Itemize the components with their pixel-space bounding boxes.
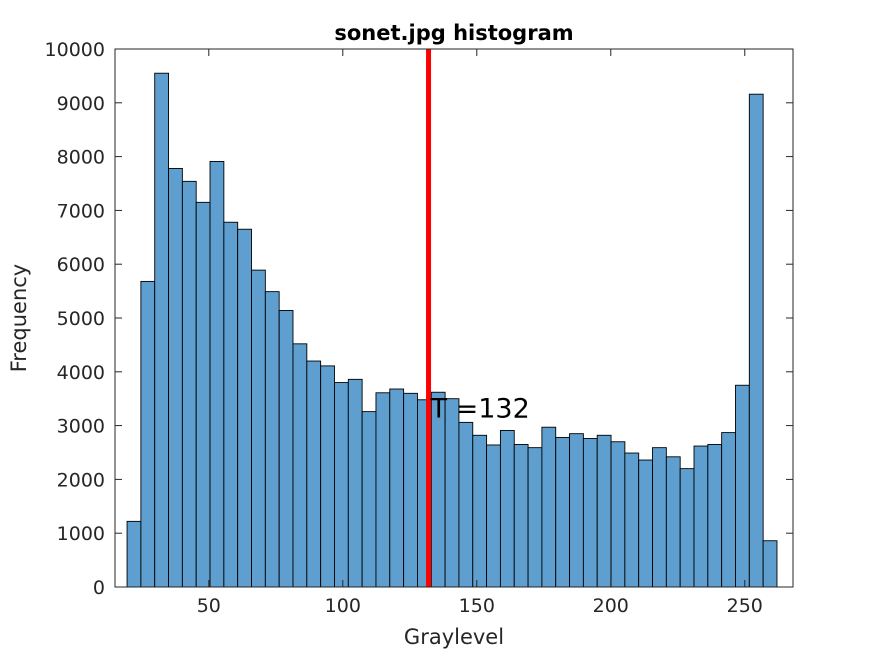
histogram-bar — [209, 160, 225, 588]
histogram-bar — [237, 228, 252, 588]
histogram-bar — [638, 459, 653, 588]
plot-frame — [114, 48, 794, 588]
y-tick-label: 4000 — [57, 362, 105, 384]
y-tick-label: 2000 — [57, 469, 105, 491]
histogram-bar — [472, 434, 488, 588]
histogram-bar — [513, 443, 529, 588]
y-axis-ticks: 0 1000 2000 3000 4000 5000 6000 7000 8000 9000 100… — [45, 39, 793, 599]
histogram-bar — [555, 436, 571, 588]
y-tick-label: 1000 — [57, 523, 105, 545]
x-tick-label: 200 — [593, 595, 629, 617]
x-tick-label: 50 — [197, 595, 221, 617]
y-tick-label: 5000 — [57, 308, 105, 330]
histogram-bar — [748, 93, 764, 588]
histogram-bar — [569, 433, 584, 588]
y-tick-label: 10000 — [45, 39, 105, 61]
x-axis-ticks: 50 100 150 200 250 — [197, 49, 763, 617]
x-tick-label: 250 — [727, 595, 763, 617]
y-tick-label: 6000 — [57, 254, 105, 276]
histogram-bar — [486, 444, 501, 588]
y-tick-label: 0 — [93, 577, 105, 599]
histogram-bar — [541, 426, 557, 588]
histogram-bar — [721, 432, 736, 588]
histogram-bar — [181, 180, 197, 588]
histogram-bar — [403, 392, 418, 588]
threshold-label: T =132 — [430, 394, 530, 425]
histogram-bar — [126, 520, 142, 588]
histogram-bar — [499, 429, 515, 588]
histogram-bar — [375, 392, 391, 588]
histogram-bar — [361, 411, 377, 588]
histogram-bar — [624, 452, 640, 588]
histogram-bar — [389, 388, 405, 588]
histogram-bar — [679, 468, 695, 588]
histogram-bar — [140, 280, 156, 588]
y-tick-label: 9000 — [57, 93, 105, 115]
histogram-bar — [264, 291, 280, 588]
histogram-bar — [251, 269, 266, 588]
y-tick-label: 7000 — [57, 200, 105, 222]
histogram-bar — [707, 443, 723, 588]
histogram-bar — [292, 343, 308, 588]
histogram-bar — [320, 365, 335, 588]
histogram-bar — [610, 441, 626, 588]
histogram-bar — [458, 421, 474, 588]
histogram-bar — [223, 221, 239, 588]
histogram-bar — [347, 378, 363, 588]
histogram-bar — [278, 310, 294, 588]
x-tick-label: 150 — [459, 595, 495, 617]
histogram-bar — [582, 438, 598, 588]
histogram-bar — [168, 167, 183, 588]
x-axis-label: Graylevel — [404, 625, 504, 649]
histogram-bar — [444, 398, 460, 588]
histogram-bar — [596, 434, 612, 588]
histogram-bar — [652, 447, 667, 588]
histogram-bar — [693, 445, 709, 588]
x-tick-label: 100 — [325, 595, 361, 617]
y-tick-label: 3000 — [57, 416, 105, 438]
y-axis-label: Frequency — [7, 264, 31, 373]
histogram-bar — [665, 456, 681, 588]
histogram-bar — [195, 201, 211, 588]
histogram-bar — [762, 540, 778, 588]
histogram-bar — [735, 384, 750, 588]
histogram-bar — [154, 72, 169, 588]
chart-title: sonet.jpg histogram — [334, 21, 573, 45]
y-tick-label: 8000 — [57, 147, 105, 169]
histogram-bar — [527, 447, 543, 588]
histogram-bar — [306, 360, 322, 588]
histogram-bar — [334, 382, 349, 588]
